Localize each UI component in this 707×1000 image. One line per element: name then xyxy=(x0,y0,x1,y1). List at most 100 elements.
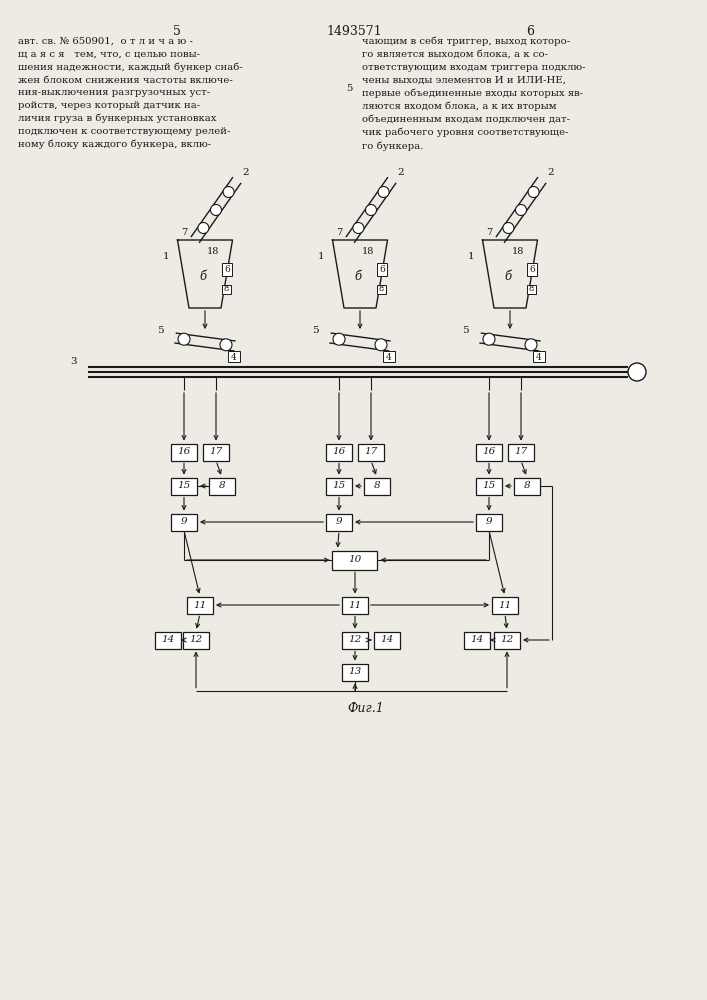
Text: 8: 8 xyxy=(379,285,384,293)
Bar xyxy=(476,444,502,460)
Text: 14: 14 xyxy=(161,636,175,645)
Bar xyxy=(155,632,181,648)
Bar xyxy=(364,478,390,494)
Circle shape xyxy=(528,186,539,198)
Circle shape xyxy=(333,333,345,345)
Circle shape xyxy=(198,223,209,233)
Text: 4: 4 xyxy=(231,353,237,361)
Circle shape xyxy=(515,205,527,216)
Text: 8: 8 xyxy=(374,482,380,490)
Text: 8: 8 xyxy=(218,482,226,490)
Text: 15: 15 xyxy=(177,482,191,490)
Text: б: б xyxy=(199,269,206,282)
Bar xyxy=(476,514,502,530)
Circle shape xyxy=(211,205,221,216)
Text: 5: 5 xyxy=(462,326,469,335)
Bar xyxy=(228,351,240,362)
Bar xyxy=(326,444,352,460)
Text: 6: 6 xyxy=(529,265,535,274)
Text: 16: 16 xyxy=(482,448,496,456)
Text: 3: 3 xyxy=(70,357,76,366)
Text: 8: 8 xyxy=(224,285,229,293)
Text: 1: 1 xyxy=(467,252,474,261)
Bar xyxy=(508,444,534,460)
Bar xyxy=(326,514,352,530)
Circle shape xyxy=(366,205,377,216)
Text: 11: 11 xyxy=(194,600,206,609)
Bar xyxy=(222,263,232,276)
Text: Фиг.1: Фиг.1 xyxy=(347,702,384,716)
Bar xyxy=(377,263,387,276)
Text: 8: 8 xyxy=(529,285,534,293)
Text: 12: 12 xyxy=(501,636,513,645)
Text: 18: 18 xyxy=(512,247,525,256)
Text: 11: 11 xyxy=(498,600,512,609)
Text: 9: 9 xyxy=(181,518,187,526)
Text: 17: 17 xyxy=(209,448,223,456)
Bar xyxy=(332,550,378,570)
Text: 2: 2 xyxy=(242,168,249,177)
Text: 8: 8 xyxy=(524,482,530,490)
Text: 1: 1 xyxy=(317,252,324,261)
Circle shape xyxy=(628,363,646,381)
Text: 17: 17 xyxy=(364,448,378,456)
Bar xyxy=(342,596,368,613)
Bar xyxy=(533,351,545,362)
Text: 4: 4 xyxy=(536,353,542,361)
Text: 9: 9 xyxy=(486,518,492,526)
Text: 14: 14 xyxy=(470,636,484,645)
Text: 6: 6 xyxy=(526,25,534,38)
Text: 16: 16 xyxy=(332,448,346,456)
Bar xyxy=(492,596,518,613)
Bar xyxy=(209,478,235,494)
Bar xyxy=(476,478,502,494)
Text: б: б xyxy=(354,269,361,282)
Text: 16: 16 xyxy=(177,448,191,456)
Text: 10: 10 xyxy=(349,556,361,564)
Bar xyxy=(222,285,231,294)
Bar xyxy=(514,478,540,494)
Text: 6: 6 xyxy=(379,265,385,274)
Text: 7: 7 xyxy=(486,228,492,237)
Bar xyxy=(326,478,352,494)
Text: 5: 5 xyxy=(312,326,319,335)
Text: 5: 5 xyxy=(346,84,352,93)
Bar xyxy=(383,351,395,362)
Bar xyxy=(494,632,520,648)
Text: 18: 18 xyxy=(207,247,219,256)
Text: 14: 14 xyxy=(380,636,394,645)
Text: 18: 18 xyxy=(362,247,375,256)
Text: 1493571: 1493571 xyxy=(326,25,382,38)
Circle shape xyxy=(525,339,537,351)
Text: б: б xyxy=(504,269,512,282)
Circle shape xyxy=(375,339,387,351)
Text: 5: 5 xyxy=(173,25,181,38)
Text: авт. св. № 650901,  о т л и ч а ю -
щ а я с я   тем, что, с целью повы-
шения на: авт. св. № 650901, о т л и ч а ю - щ а я… xyxy=(18,37,243,149)
Text: 5: 5 xyxy=(157,326,163,335)
Text: 9: 9 xyxy=(336,518,342,526)
Bar xyxy=(342,664,368,680)
Bar xyxy=(171,444,197,460)
Circle shape xyxy=(483,333,495,345)
Bar xyxy=(377,285,386,294)
Text: 13: 13 xyxy=(349,668,361,676)
Text: 17: 17 xyxy=(515,448,527,456)
Bar xyxy=(342,632,368,648)
Text: 2: 2 xyxy=(547,168,554,177)
Bar xyxy=(527,285,536,294)
Bar xyxy=(187,596,213,613)
Bar xyxy=(464,632,490,648)
Bar xyxy=(171,478,197,494)
Text: 12: 12 xyxy=(189,636,203,645)
Text: 12: 12 xyxy=(349,636,361,645)
Bar xyxy=(183,632,209,648)
Text: 15: 15 xyxy=(482,482,496,490)
Circle shape xyxy=(353,223,364,233)
Bar xyxy=(358,444,384,460)
Circle shape xyxy=(220,339,232,351)
Text: 7: 7 xyxy=(181,228,187,237)
Text: 4: 4 xyxy=(386,353,392,361)
Bar xyxy=(203,444,229,460)
Text: 11: 11 xyxy=(349,600,361,609)
Text: 6: 6 xyxy=(224,265,230,274)
